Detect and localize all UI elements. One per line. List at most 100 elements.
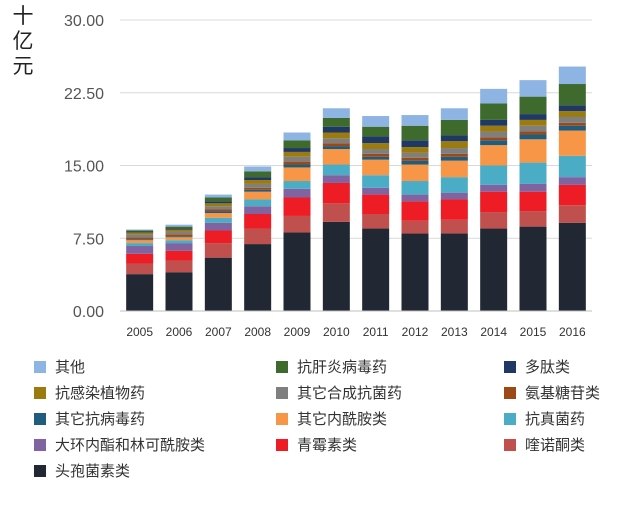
bar-segment [440, 148, 468, 154]
bar-segment [126, 239, 154, 241]
bar-segment [165, 226, 193, 229]
legend-label: 其它内酰胺类 [297, 410, 388, 428]
x-tick-label: 2016 [559, 325, 586, 339]
bar-segment [519, 80, 547, 97]
bar-segment [480, 125, 508, 132]
bar-segment [362, 156, 390, 160]
bar-segment [519, 114, 547, 120]
x-tick-label: 2014 [480, 325, 507, 339]
legend-label: 大环内酯和林可酰胺类 [55, 436, 206, 454]
bar-segment [558, 155, 586, 178]
bar-segment [322, 143, 350, 147]
bar-segment [558, 222, 586, 311]
bar-segment [480, 137, 508, 141]
bar-segment [126, 232, 154, 235]
bar-segment [401, 115, 429, 126]
bar-segment [204, 222, 232, 231]
bar-segment [204, 201, 232, 204]
bar-segment [558, 184, 586, 206]
bar-segment [519, 125, 547, 132]
legend-swatch [34, 360, 46, 373]
bar-segment [322, 126, 350, 133]
bar-segment [362, 159, 390, 176]
bar-segment [362, 214, 390, 229]
y-tick-label: 15.00 [64, 159, 104, 176]
y-axis-label-char: 元 [12, 54, 34, 78]
bar-segment [480, 191, 508, 213]
bar-segment [126, 231, 154, 233]
legend-label: 青霉素类 [297, 436, 358, 454]
bar-segment [165, 260, 193, 273]
y-tick-label: 0.00 [73, 304, 104, 321]
bar-segment [322, 117, 350, 127]
bar-segment [165, 272, 193, 311]
x-tick-label: 2006 [166, 325, 193, 339]
legend-label: 抗肝炎病毒药 [297, 358, 388, 376]
bar-segment [283, 140, 311, 149]
bar-segment [283, 167, 311, 182]
bar-segment [244, 177, 272, 181]
bar-segment [165, 250, 193, 261]
legend-swatch [34, 464, 46, 477]
bar-segment [362, 126, 390, 137]
bar-segment [283, 161, 311, 165]
legend-label: 喹诺酮类 [525, 436, 586, 454]
bar-segment [480, 119, 508, 126]
bar-segment [480, 184, 508, 192]
bar-segment [204, 217, 232, 223]
legend-swatch [504, 360, 516, 373]
bar-segment [244, 199, 272, 207]
bar-segment [165, 234, 193, 237]
bar-segment [480, 140, 508, 146]
legend-swatch [34, 386, 46, 399]
bar-segment [204, 203, 232, 207]
bar-segment [480, 103, 508, 120]
x-tick-label: 2008 [244, 325, 271, 339]
bar-segment [519, 96, 547, 115]
bar-segment [126, 253, 154, 264]
x-tick-label: 2005 [126, 325, 153, 339]
bar-segment [126, 246, 154, 254]
bar-segment [558, 84, 586, 106]
bar-segment [519, 183, 547, 192]
legend-swatch [34, 438, 46, 451]
bar-segment [244, 189, 272, 192]
bar-segment [440, 177, 468, 193]
bar-segment [558, 117, 586, 123]
legend-swatch [276, 360, 288, 373]
bar-segment [440, 160, 468, 178]
x-tick-label: 2015 [520, 325, 547, 339]
bar-segment [283, 232, 311, 311]
bar-segment [519, 211, 547, 227]
bar-segment [362, 116, 390, 127]
legend-label: 抗感染植物药 [55, 384, 146, 402]
bar-segment [362, 136, 390, 144]
y-tick-label: 30.00 [64, 13, 104, 30]
bar-segment [322, 132, 350, 139]
bar-segment [558, 111, 586, 117]
bar-segment [126, 263, 154, 275]
x-tick-label: 2013 [441, 325, 468, 339]
bar-segment [440, 153, 468, 157]
bar-segment [322, 203, 350, 222]
bar-segment [244, 187, 272, 190]
legend-item: 其它合成抗菌药 [276, 382, 402, 403]
bar-segment [165, 228, 193, 230]
x-tick-label: 2007 [205, 325, 232, 339]
x-tick-label: 2012 [402, 325, 429, 339]
bar-segment [401, 152, 429, 158]
bar-segment [165, 229, 193, 232]
y-axis-label: 十亿元 [10, 4, 36, 79]
bar-segment [401, 233, 429, 311]
legend-label: 氨基糖苷类 [525, 384, 601, 402]
bar-segment [244, 244, 272, 311]
legend-item: 抗肝炎病毒药 [276, 356, 387, 377]
bar-segment [558, 122, 586, 126]
bar-segment [440, 219, 468, 234]
bar-segment [558, 177, 586, 185]
bar-segment [126, 240, 154, 244]
bar-segment [401, 164, 429, 182]
bar-segment [519, 131, 547, 135]
legend-item: 头孢菌素类 [34, 460, 130, 481]
bar-segment [362, 228, 390, 311]
